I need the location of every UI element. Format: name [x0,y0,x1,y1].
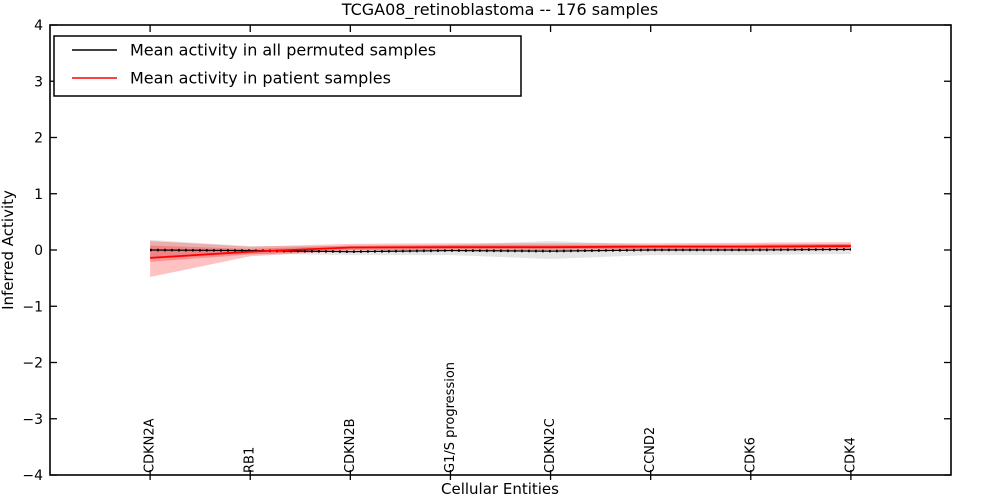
plot-border [49,24,952,476]
y-tick-label: −2 [22,356,43,372]
y-tick-label: −1 [22,299,43,315]
category-label: CDKN2B [343,418,358,473]
y-tick-label: 3 [34,74,43,90]
x-axis-label: Cellular Entities [441,480,559,498]
permuted-mean-markers [150,248,851,253]
y-tick-label: 2 [34,131,43,147]
category-label: G1/S progression [443,362,458,473]
category-label: CDKN2A [143,418,158,473]
y-tick-label: 1 [34,187,43,203]
y-tick-label: −4 [22,468,43,484]
y-axis-ticks: 4 3 2 1 0 −1 −2 −3 −4 [22,18,951,484]
patient-mean-line [150,245,851,259]
y-axis-label: Inferred Activity [0,190,17,310]
y-tick-label: 4 [34,18,43,34]
x-axis-ticks: CDKN2A RB1 CDKN2B G1/S progression CDKN2C CCN… [143,25,858,480]
uncertainty-bands [150,239,851,277]
category-label: CDK4 [843,437,858,473]
category-label: RB1 [243,447,258,473]
y-tick-label: −3 [22,412,43,428]
legend-label-patient: Mean activity in patient samples [130,69,391,88]
legend: Mean activity in all permuted samples Me… [53,35,522,97]
permuted-band [150,239,851,259]
data-lines [150,245,851,259]
category-label: CDKN2C [543,418,558,473]
legend-label-permuted: Mean activity in all permuted samples [130,41,436,60]
legend-box [53,35,522,97]
category-label: CCND2 [643,427,658,473]
y-tick-label: 0 [34,243,43,259]
chart-title: TCGA08_retinoblastoma -- 176 samples [341,0,658,20]
category-label: CDK6 [743,437,758,473]
